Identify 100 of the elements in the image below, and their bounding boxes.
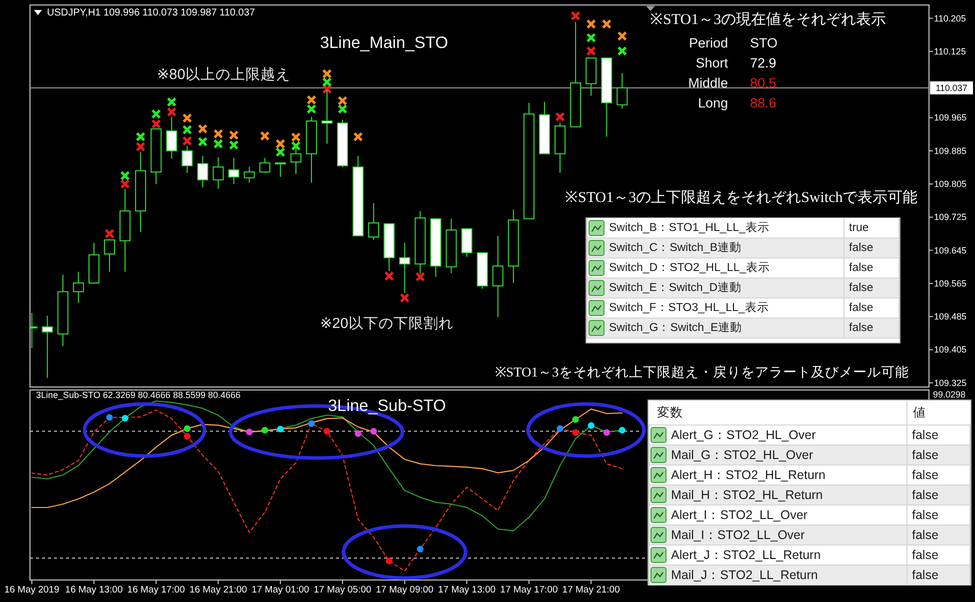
point (182, 113, 192, 124)
text: Period (688, 36, 728, 50)
point (262, 426, 268, 434)
y-tick-label: 109.725 (934, 212, 967, 222)
x-tick-label: 17 May 05:00 (314, 584, 372, 596)
y-tick-label: 109.325 (934, 378, 967, 388)
point (617, 46, 628, 56)
category-label: Mail_G：STO2_HL_Over (671, 448, 813, 462)
point (617, 31, 628, 41)
point (306, 104, 316, 114)
point (353, 132, 363, 142)
category-label: Switch_C：Switch_B連動 (609, 241, 742, 254)
point (166, 106, 177, 117)
candlestick (104, 238, 115, 272)
text: false (849, 242, 874, 254)
candlestick (244, 166, 255, 184)
category-label: Mail_J：STO2_LL_Return (671, 568, 818, 582)
x-tick-label: 17 May 09:00 (376, 584, 434, 596)
point (104, 228, 114, 239)
point (260, 131, 270, 141)
y-tick-label: 109.805 (934, 178, 967, 189)
point (338, 96, 348, 106)
text: false (912, 508, 938, 522)
category-label: Switch_G：Switch_E連動 (609, 321, 742, 334)
point (136, 132, 146, 142)
text: false (849, 322, 874, 334)
candlestick (259, 157, 270, 174)
point (572, 416, 579, 423)
point (120, 170, 130, 181)
point (275, 147, 286, 157)
data-label: 80.5 (750, 76, 776, 90)
candlestick (616, 72, 628, 110)
point (586, 46, 596, 56)
category-label: Middle (688, 76, 728, 90)
point (415, 272, 426, 282)
point (324, 428, 330, 435)
point (400, 293, 410, 303)
text: 99.0298 (933, 390, 966, 400)
point (555, 112, 565, 122)
point (213, 128, 224, 139)
y-tick-label: 109.485 (934, 312, 967, 322)
candlestick (368, 202, 380, 240)
point (602, 19, 612, 29)
point (384, 271, 394, 281)
category-label: Alert_I：STO2_LL_Over (671, 508, 808, 522)
category-label: Switch_D：STO2_HL_LL_表示 (609, 261, 770, 274)
point (322, 68, 332, 79)
point (106, 414, 113, 421)
x-tick-label: 16 May 17:00 (127, 584, 185, 596)
y-tick-label: 110.125 (934, 46, 966, 56)
point (198, 124, 208, 134)
category-label: Alert_J：STO2_LL_Return (671, 548, 821, 562)
text: false (849, 262, 874, 274)
point (184, 432, 190, 440)
candlestick (274, 162, 286, 178)
candlestick (399, 242, 410, 294)
point (306, 94, 316, 105)
point (386, 558, 392, 564)
data-label: 72.9 (750, 56, 776, 70)
text: STO (750, 36, 778, 50)
text: 3Line_Sub-STO 62.3269 80.4666 88.5599 80.4666 (36, 390, 241, 400)
y-tick-label: 109.565 (934, 278, 967, 288)
x-tick-label: 16 May 2019 (4, 584, 60, 596)
point (184, 425, 190, 432)
x-tick-label: 17 May 13:00 (438, 584, 496, 596)
point (228, 140, 239, 150)
point (556, 425, 564, 432)
point (291, 132, 301, 142)
category-label: Alert_H：STO2_HL_Return (671, 468, 826, 482)
text: false (912, 568, 938, 582)
point (308, 420, 315, 427)
point (151, 109, 161, 119)
text: false (912, 488, 938, 502)
point (275, 138, 286, 149)
y-tick-label: 109.965 (934, 112, 967, 123)
text: 値 (913, 406, 926, 420)
point (291, 140, 301, 151)
point (151, 119, 161, 129)
category-label: Short (696, 56, 728, 70)
point (122, 414, 128, 422)
point (228, 130, 239, 140)
annotation: ※STO1～3の上下限超えをそれぞれSwitchで表示可能 (565, 189, 918, 206)
text: 変数 (657, 404, 683, 420)
category-label: Switch_B：STO1_HL_LL_表示 (609, 221, 770, 234)
text: false (912, 428, 938, 442)
category-label: Switch_F：STO3_HL_LL_表示 (609, 301, 769, 314)
x-tick-label: 17 May 17:00 (500, 584, 558, 596)
candlestick (197, 155, 208, 188)
point (277, 426, 284, 432)
point (618, 426, 626, 434)
point (588, 422, 594, 429)
category-label: Mail_H：STO2_HL_Return (671, 488, 823, 502)
point (586, 19, 596, 29)
category-label: Mail_I：STO2_LL_Over (671, 528, 805, 542)
text: false (849, 282, 874, 294)
point (120, 179, 130, 189)
text: false (849, 302, 874, 314)
category-label: Long (698, 96, 728, 110)
candlestick (42, 315, 53, 378)
annotation: USDJPY,H1 109.996 110.073 109.987 110.037 (47, 8, 256, 18)
